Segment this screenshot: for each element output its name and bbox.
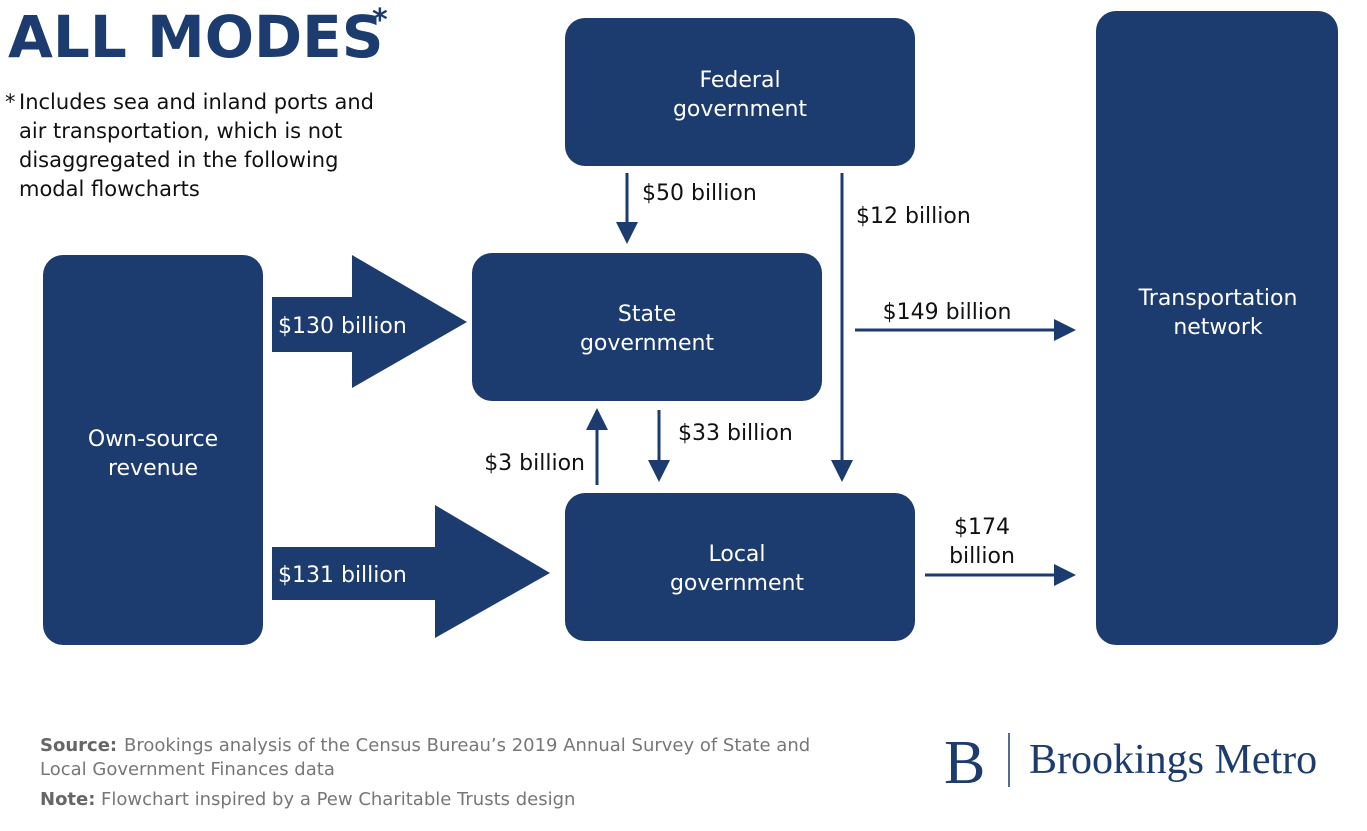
edge-label: $130 billion [278,314,407,339]
node-label: Transportation [1138,286,1298,311]
node-box [472,253,822,401]
big-arrow [272,255,467,388]
node-label: government [580,331,714,356]
footnote: Includes sea and inland ports and air tra… [19,90,374,201]
edge-label: billion [949,544,1015,569]
node-box [43,255,263,645]
node-box [565,493,915,641]
footnote-line: disaggregated in the following [19,148,338,172]
node-label: State [618,302,676,327]
footnote-line: air transportation, which is not [19,119,342,143]
node-label: revenue [108,456,198,481]
source-label: Source: [40,735,117,756]
big-arrow [272,505,550,638]
node-label: government [670,571,804,596]
note-text: Flowchart inspired by a Pew Charitable T… [101,789,575,810]
title: ALL MODES [8,3,384,71]
arrow-head [586,408,608,430]
node-label: Federal [699,68,780,93]
edge-label: $33 billion [678,421,793,446]
node-label: government [673,97,807,122]
source-text: Local Government Finances data [40,759,335,780]
footnote-line: modal flowcharts [19,177,200,201]
node-label: Local [708,542,765,567]
arrow-head [831,460,853,482]
arrow-head [616,222,638,244]
logo-mark: B [944,729,985,797]
node-box [1096,11,1338,645]
edge-label: $174 [954,515,1010,540]
footnote-line: Includes sea and inland ports and [19,90,374,114]
footnote-marker: * [5,90,16,114]
node-box [565,18,915,166]
arrow-head [648,460,670,482]
source-text: Brookings analysis of the Census Bureau’… [124,735,810,756]
edge-label: $149 billion [883,300,1012,325]
edge-label: $50 billion [642,181,757,206]
arrow-head [1054,564,1076,586]
note-label: Note: [40,789,95,810]
node-label: network [1173,315,1263,340]
edge-label: $3 billion [484,451,585,476]
labels: Federal government State government Local gov… [88,68,1298,596]
arrow-head [1054,319,1076,341]
logo-text: Brookings Metro [1029,737,1317,783]
title-marker: * [372,3,388,38]
edge-label: $12 billion [856,204,971,229]
edge-label: $131 billion [278,563,407,588]
node-label: Own-source [88,427,218,452]
